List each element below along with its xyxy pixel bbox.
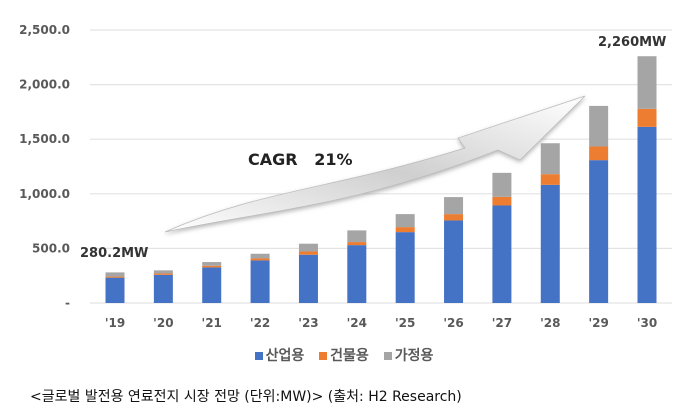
bar-segment-1: [153, 274, 173, 303]
first-total-label: 280.2MW: [80, 246, 148, 261]
bar-segment-3: [347, 230, 367, 243]
y-tick-label: 2,500.0: [19, 23, 70, 37]
bar-segment-1: [298, 254, 318, 303]
bar-segment-1: [105, 277, 125, 303]
bar-segment-1: [589, 160, 609, 303]
legend-label: 가정용: [394, 348, 434, 364]
bar-segment-3: [540, 143, 560, 175]
x-tick-label: '26: [443, 316, 463, 330]
legend-item-industrial: 산업용: [254, 348, 305, 364]
bar-segment-3: [202, 262, 222, 266]
bar-segment-2: [589, 146, 609, 161]
bar-segment-1: [444, 220, 464, 303]
bar-segment-2: [153, 273, 173, 275]
bar-segment-2: [395, 227, 415, 233]
x-tick-label: '20: [153, 316, 173, 330]
bar-segment-3: [250, 253, 270, 259]
bar-segment-2: [444, 214, 464, 221]
last-total-label: 2,260MW: [598, 35, 666, 50]
bar-segment-1: [347, 245, 367, 303]
legend-swatch: [319, 352, 328, 360]
x-tick-label: '27: [492, 316, 512, 330]
x-tick-label: '19: [105, 316, 125, 330]
growth-arrow: [164, 95, 586, 233]
bar-segment-1: [492, 205, 512, 303]
bar-segment-2: [347, 242, 367, 246]
bar-segment-3: [395, 214, 415, 228]
bar-segment-3: [637, 56, 657, 109]
y-tick-label: -: [65, 296, 70, 310]
y-tick-label: 2,000.0: [19, 78, 70, 92]
bar-segment-2: [250, 258, 270, 261]
bar-segment-2: [105, 276, 125, 278]
bar-segment-3: [589, 105, 609, 147]
legend-item-building: 건물용: [319, 348, 369, 364]
legend: 산업용 건물용 가정용: [0, 345, 688, 365]
y-tick-label: 1,500.0: [19, 132, 70, 146]
bar-segment-3: [105, 272, 125, 277]
x-tick-label: '22: [250, 316, 270, 330]
x-tick-label: '24: [347, 316, 367, 330]
legend-swatch: [383, 352, 392, 360]
x-tick-label: '30: [637, 316, 657, 330]
bar-segment-2: [492, 196, 512, 206]
bar-segment-1: [637, 126, 657, 303]
bar-segment-2: [540, 174, 560, 185]
legend-swatch: [254, 352, 263, 360]
bar-segment-1: [202, 267, 222, 303]
bar-segment-3: [444, 197, 464, 215]
x-tick-label: '25: [395, 316, 415, 330]
legend-item-residential: 가정용: [383, 348, 434, 364]
cagr-annotation: CAGR 21%: [248, 150, 353, 169]
legend-label: 건물용: [330, 348, 369, 364]
x-tick-label: '21: [202, 316, 222, 330]
legend-label: 산업용: [265, 348, 305, 364]
x-tick-label: '28: [540, 316, 560, 330]
x-tick-label: '29: [588, 316, 608, 330]
bar-segment-2: [637, 108, 657, 127]
bar-segment-1: [250, 260, 270, 303]
stacked-bar-chart: - 500.0 1,000.0 1,500.0 2,000.0 2,500.0 '19 '2…: [19, 23, 672, 330]
x-tick-label: '23: [298, 316, 318, 330]
bar-segment-3: [153, 270, 173, 274]
caption: <글로벌 발전용 연료전지 시장 전망 (단위:MW)> (출처: H2 Res…: [30, 389, 462, 405]
bar-segment-2: [202, 265, 222, 268]
y-tick-label: 1,000.0: [19, 187, 70, 201]
y-tick-label: 500.0: [32, 241, 70, 255]
bar-segment-3: [298, 243, 318, 252]
bar-segment-1: [395, 232, 415, 303]
bar-segment-1: [540, 184, 560, 303]
bar-segment-3: [492, 172, 512, 197]
bar-segment-2: [298, 251, 318, 255]
